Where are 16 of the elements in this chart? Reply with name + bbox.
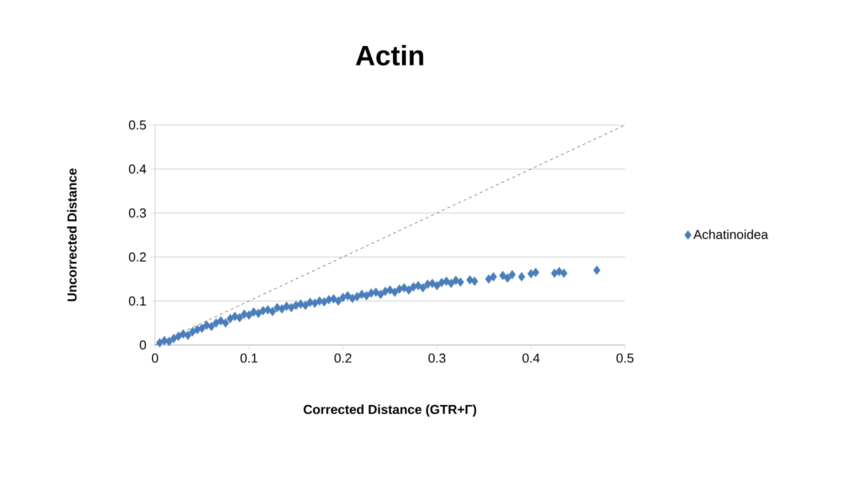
chart-title: Actin [356, 45, 424, 66]
x-tick-label: 0.4 [522, 354, 540, 363]
x-tick-label: 0.2 [334, 354, 352, 363]
y-tick-label: 0.1 [128, 296, 146, 306]
y-tick-label: 0.4 [128, 164, 146, 174]
x-tick-label: 0 [152, 354, 158, 363]
x-axis-title: Corrected Distance (GTR+Γ) [304, 404, 476, 417]
y-axis-title: Uncorrected Distance [67, 168, 77, 302]
y-tick-label: 0 [140, 340, 146, 350]
x-tick-label: 0.1 [240, 354, 258, 363]
x-tick-label: 0.3 [428, 354, 446, 363]
x-tick-label: 0.5 [616, 354, 634, 363]
y-tick-label: 0.5 [128, 120, 146, 130]
y-tick-label: 0.3 [128, 208, 146, 218]
y-tick-label: 0.2 [128, 252, 146, 262]
legend-label: Achatinoidea [693, 230, 768, 240]
